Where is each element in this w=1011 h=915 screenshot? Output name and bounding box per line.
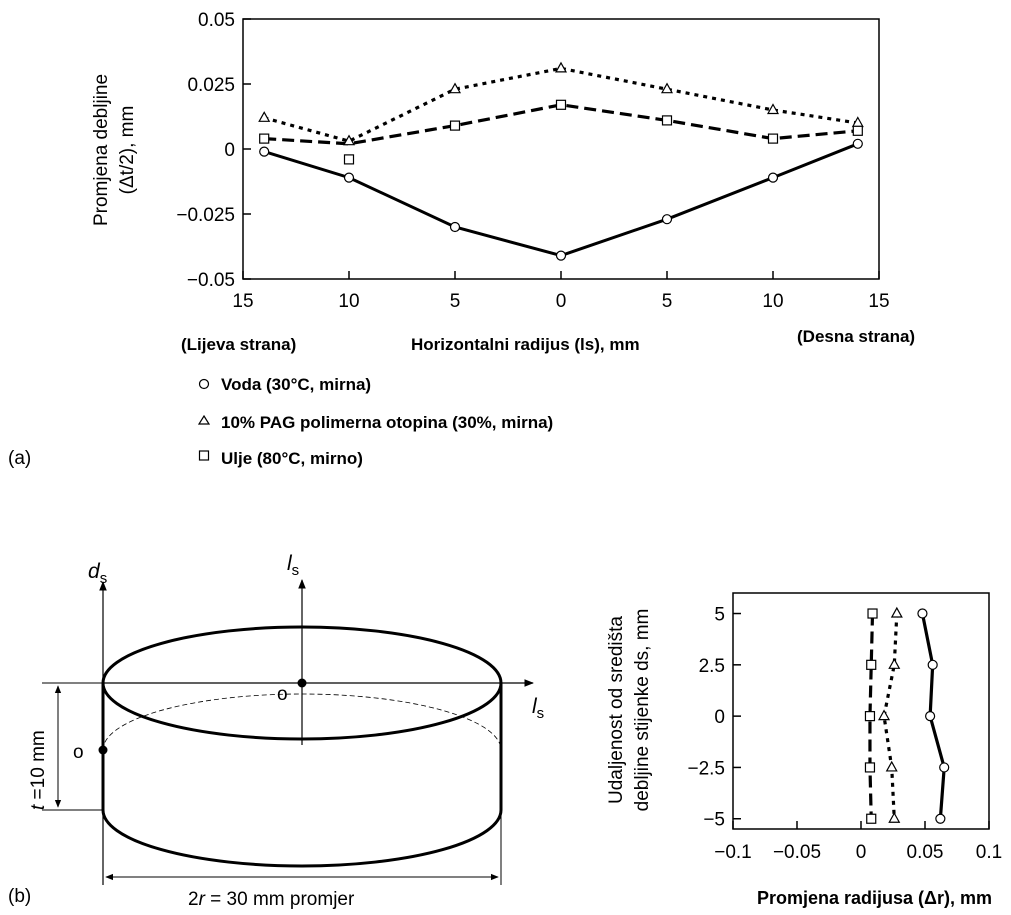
legend-entry-water: Voda (30°C, mirna)	[200, 375, 372, 394]
chart-a-x-tick-label: 0	[556, 291, 567, 312]
chart-a-x-tick-label: 5	[662, 291, 673, 312]
chart-a-y-tick-label: 0.025	[187, 75, 235, 96]
chart-b-point-oil	[865, 763, 874, 772]
chart-a-x-tick-label: 10	[338, 291, 359, 312]
chart-b-x-ticks: −0.1 −0.05 0 0.05 0.1	[714, 821, 1002, 863]
chart-a-point-water	[557, 251, 566, 260]
chart-b-point-pag	[879, 711, 889, 720]
chart-a-y-tick-label: 0	[224, 140, 235, 161]
chart-a-point-oil	[853, 126, 862, 135]
chart-a-ylabel-line1: Promjena debljine	[91, 74, 112, 226]
chart-a-right-side-label: (Desna strana)	[797, 327, 915, 346]
chart-a-y-tick-label: −0.025	[176, 205, 235, 226]
origin-label-left: o	[73, 742, 84, 763]
chart-a-point-oil	[663, 116, 672, 125]
chart-b-point-oil	[867, 814, 876, 823]
chart-a-point-oil	[260, 134, 269, 143]
chart-b-point-water	[936, 814, 945, 823]
chart-b-x-tick-label: 0.1	[976, 842, 1002, 863]
ls-horizontal-axis-label: ls	[532, 695, 544, 722]
ls-vertical-axis-label: ls	[287, 552, 299, 579]
chart-b-y-tick-label: −5	[703, 810, 725, 831]
chart-a-point-oil	[557, 100, 566, 109]
chart-a-frame	[243, 19, 879, 279]
legend-water-label: Voda (30°C, mirna)	[221, 375, 371, 394]
chart-b-markers	[865, 608, 948, 823]
chart-b-y-tick-label: 5	[714, 605, 725, 626]
thickness-label: t =10 mm	[28, 730, 49, 810]
chart-b-y-tick-label: −2.5	[687, 758, 725, 779]
legend-pag-label: 10% PAG polimerna otopina (30%, mirna)	[221, 413, 553, 432]
chart-a-point-water	[853, 139, 862, 148]
chart-a-legend: Voda (30°C, mirna) 10% PAG polimerna oto…	[199, 375, 553, 468]
legend-entry-oil: Ulje (80°C, mirno)	[200, 449, 363, 468]
chart-b-point-pag	[889, 813, 899, 822]
chart-a-point-water	[260, 147, 269, 156]
chart-b-point-water	[918, 609, 927, 618]
legend-entry-pag: 10% PAG polimerna otopina (30%, mirna)	[199, 413, 553, 432]
chart-b-ylabel-line2: debljine stijenke ds, mm	[632, 609, 653, 812]
legend-oil-label: Ulje (80°C, mirno)	[221, 449, 363, 468]
chart-a-point-pag	[662, 84, 672, 93]
chart-b-y-tick-label: 2.5	[699, 656, 725, 677]
chart-a-point-water	[769, 173, 778, 182]
chart-a-point-oil	[769, 134, 778, 143]
ds-axis-label: ds	[88, 560, 107, 587]
chart-a-ylabel-line2: (Δt/2), mm	[117, 106, 138, 195]
chart-a-y-tick-label: −0.05	[187, 270, 235, 291]
chart-b-point-water	[926, 712, 935, 721]
chart-b-point-oil	[867, 660, 876, 669]
origin-point-left	[99, 746, 108, 755]
chart-a-markers	[259, 63, 863, 260]
chart-b-point-water	[940, 763, 949, 772]
chart-b: 5 2.5 0 −2.5 −5 −0.1 −0.05 0 0.05 0.1 Udaljenost…	[606, 593, 1002, 908]
chart-a-x-tick-label: 10	[762, 291, 783, 312]
panel-label-a: (a)	[8, 448, 31, 469]
origin-point-top	[298, 679, 307, 688]
chart-a-x-tick-label: 5	[450, 291, 461, 312]
chart-a-point-oil	[451, 121, 460, 130]
chart-b-y-tick-label: 0	[714, 707, 725, 728]
chart-a-xlabel: Horizontalni radijus (ls), mm	[411, 335, 640, 354]
chart-b-ylabel-line1: Udaljenost od središta	[606, 616, 627, 804]
chart-a-y-tick-label: 0.05	[198, 10, 235, 31]
chart-b-frame	[733, 593, 989, 829]
chart-b-point-pag	[889, 659, 899, 668]
chart-a-y-ticks: 0.05 0.025 0 −0.025 −0.05	[176, 10, 251, 291]
chart-a-point-oil	[345, 155, 354, 164]
diameter-label: 2r = 30 mm promjer	[188, 889, 355, 910]
chart-a-point-water	[345, 173, 354, 182]
chart-b-point-pag	[887, 762, 897, 771]
chart-a-point-water	[451, 223, 460, 232]
chart-a-x-tick-label: 15	[868, 291, 889, 312]
chart-b-x-tick-label: −0.05	[773, 842, 821, 863]
chart-a-x-ticks: 15 10 5 0 5 10 15	[232, 271, 889, 312]
chart-a-point-pag	[259, 112, 269, 121]
chart-a-point-water	[663, 215, 672, 224]
chart-b-point-pag	[892, 608, 902, 617]
chart-a-x-tick-label: 15	[232, 291, 253, 312]
chart-b-x-tick-label: −0.1	[714, 842, 752, 863]
chart-b-x-tick-label: 0	[856, 842, 867, 863]
chart-a: 0.05 0.025 0 −0.025 −0.05 15 10 5 0 5 10 15 Promje…	[8, 10, 915, 469]
cylinder-diagram: ds ls ls o o t =10 mm 2r = 30 mm promjer…	[8, 552, 544, 910]
chart-b-point-water	[928, 660, 937, 669]
chart-b-point-oil	[868, 609, 877, 618]
chart-a-left-side-label: (Lijeva strana)	[181, 335, 296, 354]
chart-b-point-oil	[865, 712, 874, 721]
origin-label-top: o	[277, 684, 288, 705]
cylinder-bottom-front-edge	[103, 810, 501, 866]
chart-a-point-pag	[556, 63, 566, 72]
panel-label-b: (b)	[8, 886, 31, 907]
chart-b-x-tick-label: 0.05	[907, 842, 944, 863]
chart-b-xlabel: Promjena radijusa (Δr), mm	[757, 888, 992, 908]
